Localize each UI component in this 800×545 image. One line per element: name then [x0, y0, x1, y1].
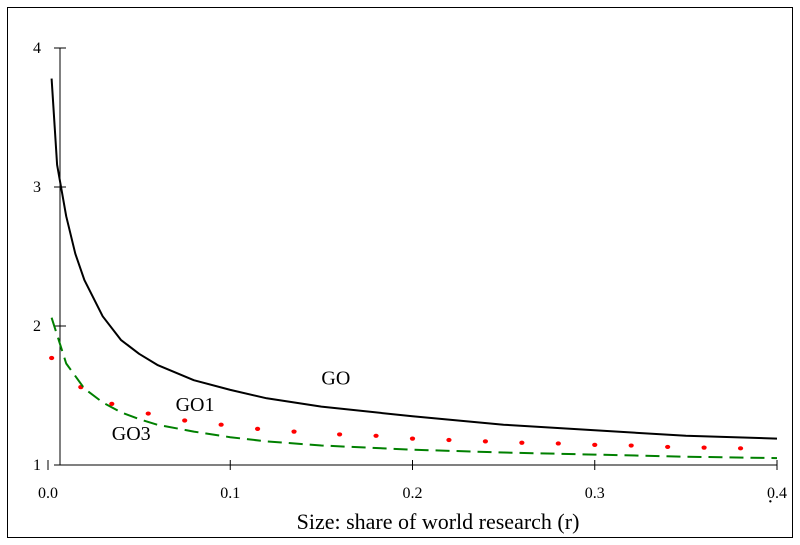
go1-point: [291, 429, 297, 434]
y-tick-label: 4: [33, 40, 41, 57]
go1-point: [519, 440, 525, 445]
go1-point: [737, 446, 744, 451]
go1-point: [592, 442, 598, 447]
go1-point: [49, 355, 55, 361]
go1-point: [373, 433, 379, 438]
go1-point: [482, 439, 488, 444]
go1-point: [701, 445, 707, 450]
go1-point: [145, 411, 151, 416]
annotation-label: GO: [321, 367, 350, 389]
go1-point: [665, 444, 671, 450]
y-tick-label: 1: [33, 457, 41, 474]
go-series-line: [50, 78, 778, 440]
go1-point: [409, 436, 416, 441]
y-tick-label: 3: [33, 179, 41, 196]
x-axis-label: Size: share of world research (r): [297, 509, 580, 534]
go1-point: [555, 441, 561, 446]
go1-point: [254, 426, 261, 431]
y-tick-label: 2: [33, 318, 41, 335]
go1-point: [182, 418, 188, 423]
go1-point: [446, 437, 452, 443]
x-tick-label: 0.2: [403, 485, 423, 502]
annotation-label: GO3: [112, 423, 151, 445]
annotation-label: GO1: [176, 394, 215, 416]
go1-point: [628, 443, 634, 448]
go1-point: [109, 401, 115, 406]
x-tick-label: 0.0: [38, 485, 58, 502]
x-tick-label: 0.4: [767, 485, 787, 502]
annotation-label: .: [768, 486, 773, 508]
go1-point: [218, 422, 224, 427]
go1-point: [337, 432, 343, 437]
go3-series-line: [50, 317, 778, 460]
x-tick-label: 0.3: [585, 485, 605, 502]
x-tick-label: 0.1: [220, 485, 240, 502]
